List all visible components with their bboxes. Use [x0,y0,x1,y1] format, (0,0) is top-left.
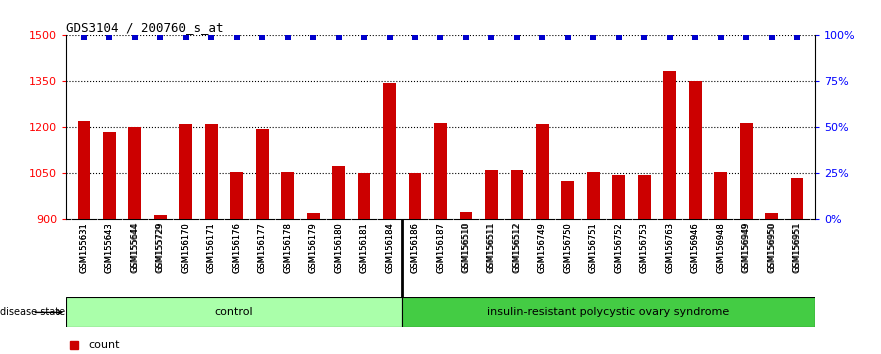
Bar [791,178,803,219]
Text: GSM156511: GSM156511 [487,222,496,273]
Bar [402,297,815,327]
Text: disease state: disease state [0,307,65,318]
Text: count: count [88,340,120,350]
Bar [358,173,370,219]
Bar [103,132,115,219]
Text: control: control [215,307,253,318]
Text: GSM156171: GSM156171 [207,222,216,273]
Bar [307,213,320,219]
Bar [536,124,549,219]
Text: GSM156180: GSM156180 [334,222,343,273]
Text: GSM155644: GSM155644 [130,222,139,273]
Bar [230,172,243,219]
Bar [740,123,752,219]
Text: GSM156949: GSM156949 [742,222,751,273]
Text: GSM156749: GSM156749 [538,222,547,273]
Text: GSM156510: GSM156510 [462,222,470,273]
Text: GSM156950: GSM156950 [767,222,776,273]
Text: GSM156951: GSM156951 [793,222,802,273]
Bar [612,175,626,219]
Bar [638,175,651,219]
Bar [66,297,402,327]
Bar [409,173,421,219]
Bar [689,81,701,219]
Bar [663,71,676,219]
Bar [205,124,218,219]
Bar [587,172,600,219]
Bar [78,121,90,219]
Text: GSM156170: GSM156170 [181,222,190,273]
Text: GSM155643: GSM155643 [105,222,114,273]
Text: GSM156750: GSM156750 [563,222,573,273]
Text: GSM155631: GSM155631 [79,222,88,273]
Text: GSM156752: GSM156752 [614,222,623,273]
Text: GSM156751: GSM156751 [589,222,598,273]
Bar [485,170,498,219]
Text: insulin-resistant polycystic ovary syndrome: insulin-resistant polycystic ovary syndr… [487,307,729,318]
Text: GSM156177: GSM156177 [258,222,267,273]
Bar [154,215,167,219]
Text: GSM156948: GSM156948 [716,222,725,273]
Bar [383,83,396,219]
Bar [332,166,345,219]
Text: GSM156184: GSM156184 [385,222,394,273]
Text: GSM156512: GSM156512 [513,222,522,273]
Bar [561,181,574,219]
Text: GSM156186: GSM156186 [411,222,419,273]
Bar [255,129,269,219]
Bar [180,124,192,219]
Bar [714,172,727,219]
Text: GSM156187: GSM156187 [436,222,445,273]
Bar [766,213,778,219]
Text: GSM156178: GSM156178 [283,222,292,273]
Bar [434,123,447,219]
Bar [129,127,141,219]
Text: GSM156946: GSM156946 [691,222,700,273]
Text: GSM156753: GSM156753 [640,222,648,273]
Text: GSM156179: GSM156179 [308,222,318,273]
Text: GSM155729: GSM155729 [156,222,165,273]
Text: GSM156763: GSM156763 [665,222,674,273]
Text: GDS3104 / 200760_s_at: GDS3104 / 200760_s_at [66,21,224,34]
Bar [460,212,472,219]
Text: GSM156181: GSM156181 [359,222,368,273]
Bar [281,172,294,219]
Bar [511,170,523,219]
Text: GSM156176: GSM156176 [233,222,241,273]
